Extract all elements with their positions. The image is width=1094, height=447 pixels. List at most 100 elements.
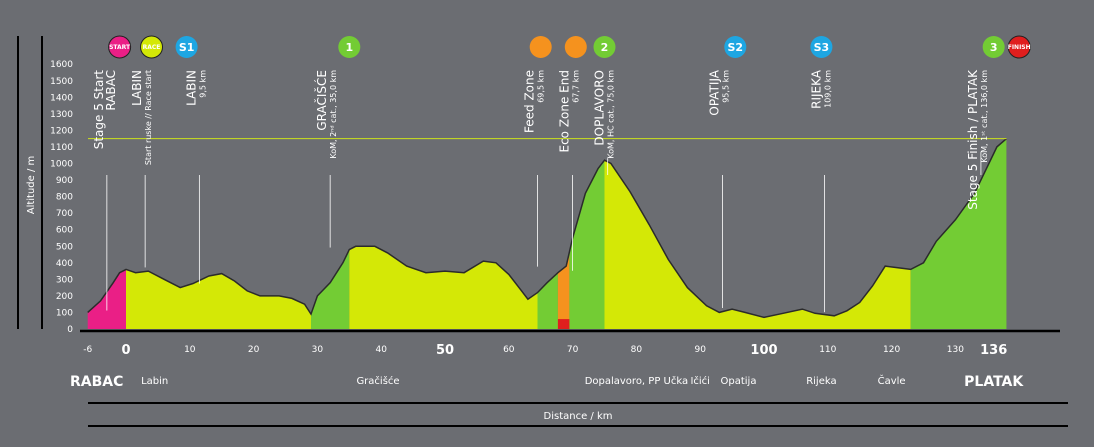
marker-icon: [338, 36, 361, 58]
marker-icon: [593, 36, 616, 58]
marker-text: FINISH: [1008, 44, 1031, 51]
place-label: Labin: [141, 376, 168, 387]
marker-text: START: [109, 44, 131, 51]
marker-icon: [564, 36, 587, 58]
y-tick-label: 500: [56, 242, 73, 252]
y-tick-label: 600: [56, 226, 73, 236]
profile-fills: [87, 138, 1007, 329]
profile-outline: [87, 138, 1007, 319]
profile-segment-climb: [311, 249, 350, 329]
marker-icon: [529, 36, 552, 58]
place-label: RABAC: [70, 374, 123, 390]
x-ticks: -6 0 10 20 30 40 50 60 70 80 90 100 110 120 130 136: [83, 343, 1007, 358]
marker-text: S2: [728, 41, 744, 54]
marker-icon: [1007, 35, 1031, 59]
waypoint-label: Feed Zone: [523, 70, 537, 133]
y-tick-label: 1100: [50, 143, 73, 153]
x-tick-label: -6: [83, 345, 92, 355]
place-label: Ičići: [690, 375, 710, 387]
x-tick-label: 0: [121, 343, 130, 358]
waypoint-sub: 67,7 km: [572, 70, 581, 103]
y-tick-label: 1600: [50, 60, 73, 70]
place-label: Gračišće: [356, 375, 399, 387]
x-tick-label: 120: [883, 345, 900, 355]
marker-icon: [982, 36, 1005, 58]
place-label: Rijeka: [806, 376, 836, 387]
profile-segment-flat: [349, 246, 538, 329]
waypoint-feed: Feed Zone 69,5 km: [523, 36, 552, 267]
y-ticks: 0 100 200 300 400 500 600 700 800 900 1000 1100 1200…: [50, 60, 73, 335]
x-tick-label: 60: [503, 345, 515, 355]
waypoint-sub: KoM, 1ˢᵗ cat., 136,0 km: [980, 70, 989, 163]
waypoint-label: RIJEKA: [810, 69, 824, 109]
marker-text: 2: [601, 41, 609, 54]
x-tick-label: 30: [312, 345, 324, 355]
profile-segment-feed: [557, 252, 570, 329]
waypoint-kom: 3 Stage 5 Finish / PLATAK KoM, 1ˢᵗ cat., 1…: [966, 36, 1005, 210]
waypoint-sub: KoM, HC cat., 75,0 km: [607, 70, 616, 159]
feed-zone-strip: [557, 319, 570, 329]
marker-text: 1: [345, 41, 353, 54]
x-tick-label: 100: [750, 343, 777, 358]
profile-segment-flat: [604, 160, 911, 329]
marker-icon: [724, 36, 747, 58]
profile-segment-climb: [537, 272, 558, 329]
marker-text: 3: [990, 41, 998, 54]
waypoint-label: Stage 5 Finish / PLATAK: [966, 69, 980, 210]
x-tick-label: 90: [694, 345, 706, 355]
x-tick-label: 70: [567, 345, 579, 355]
waypoint-sprint: S3 RIJEKA 109,0 km: [810, 36, 833, 313]
waypoint-label: OPATIJA: [708, 69, 722, 115]
waypoint-sub: 9,5 km: [198, 70, 207, 98]
waypoint-label: Eco Zone End: [558, 70, 572, 153]
profile-segment-flat: [126, 269, 312, 329]
marker-text: S1: [179, 41, 195, 54]
waypoint-label-2: RABAC: [104, 70, 118, 111]
waypoint-label: LABIN: [184, 70, 198, 106]
waypoint-label: LABIN: [130, 70, 144, 106]
waypoint-kom: 2 DOPLAVORO KoM, HC cat., 75,0 km: [593, 36, 616, 175]
x-tick-label: 10: [184, 345, 196, 355]
x-tick-label: 50: [436, 343, 454, 358]
x-tick-label: 20: [248, 345, 260, 355]
waypoint-race: RACE LABIN Start ruske // Race start: [130, 35, 164, 268]
marker-icon: [140, 35, 164, 59]
waypoint-label: GRAČIŠĆE: [314, 70, 329, 131]
waypoint-sub: 109,0 km: [824, 70, 833, 108]
waypoint-sprint: S1 LABIN 9,5 km: [175, 36, 207, 284]
profile-segment-climb: [910, 138, 1007, 329]
y-tick-label: 100: [56, 308, 73, 318]
waypoint-sub: 95,5 km: [722, 70, 731, 103]
marker-text: S3: [814, 41, 830, 54]
x-tick-label: 110: [819, 345, 836, 355]
y-tick-label: 0: [67, 325, 73, 335]
marker-icon: [175, 36, 198, 58]
waypoint-sub: 69,5 km: [537, 70, 546, 103]
y-tick-label: 200: [56, 292, 73, 302]
y-tick-label: 800: [56, 193, 73, 203]
x-tick-label: 40: [375, 345, 387, 355]
y-tick-label: 1200: [50, 126, 73, 136]
x-tick-label: 130: [947, 345, 964, 355]
y-tick-label: 1400: [50, 93, 73, 103]
x-tick-label: 80: [631, 345, 643, 355]
waypoint-finish: FINISH: [1007, 35, 1031, 59]
profile-segment-climb: [569, 160, 605, 329]
profile-outline-line: [87, 138, 1007, 319]
marker-icon: [810, 36, 833, 58]
waypoint-kom: 1 GRAČIŠĆE KoM, 2ⁿᵈ cat., 35,0 km: [314, 36, 361, 248]
place-label: Dopalavoro, PP Učka: [585, 375, 688, 387]
y-tick-label: 1500: [50, 77, 73, 87]
waypoint-sprint: S2 OPATIJA 95,5 km: [708, 36, 747, 308]
marker-text: RACE: [143, 44, 161, 51]
waypoint-sub: Start ruske // Race start: [144, 70, 153, 165]
y-tick-label: 1300: [50, 110, 73, 120]
place-label: PLATAK: [964, 374, 1024, 390]
waypoint-label: DOPLAVORO: [593, 70, 607, 146]
axis-titles: Altitude / m Distance / km: [26, 156, 612, 422]
waypoint-sub: KoM, 2ⁿᵈ cat., 35,0 km: [329, 70, 338, 159]
place-label: Opatija: [721, 376, 757, 387]
places: RABAC Labin Gračišće Dopalavoro, PP Učka Iči…: [70, 374, 1024, 390]
